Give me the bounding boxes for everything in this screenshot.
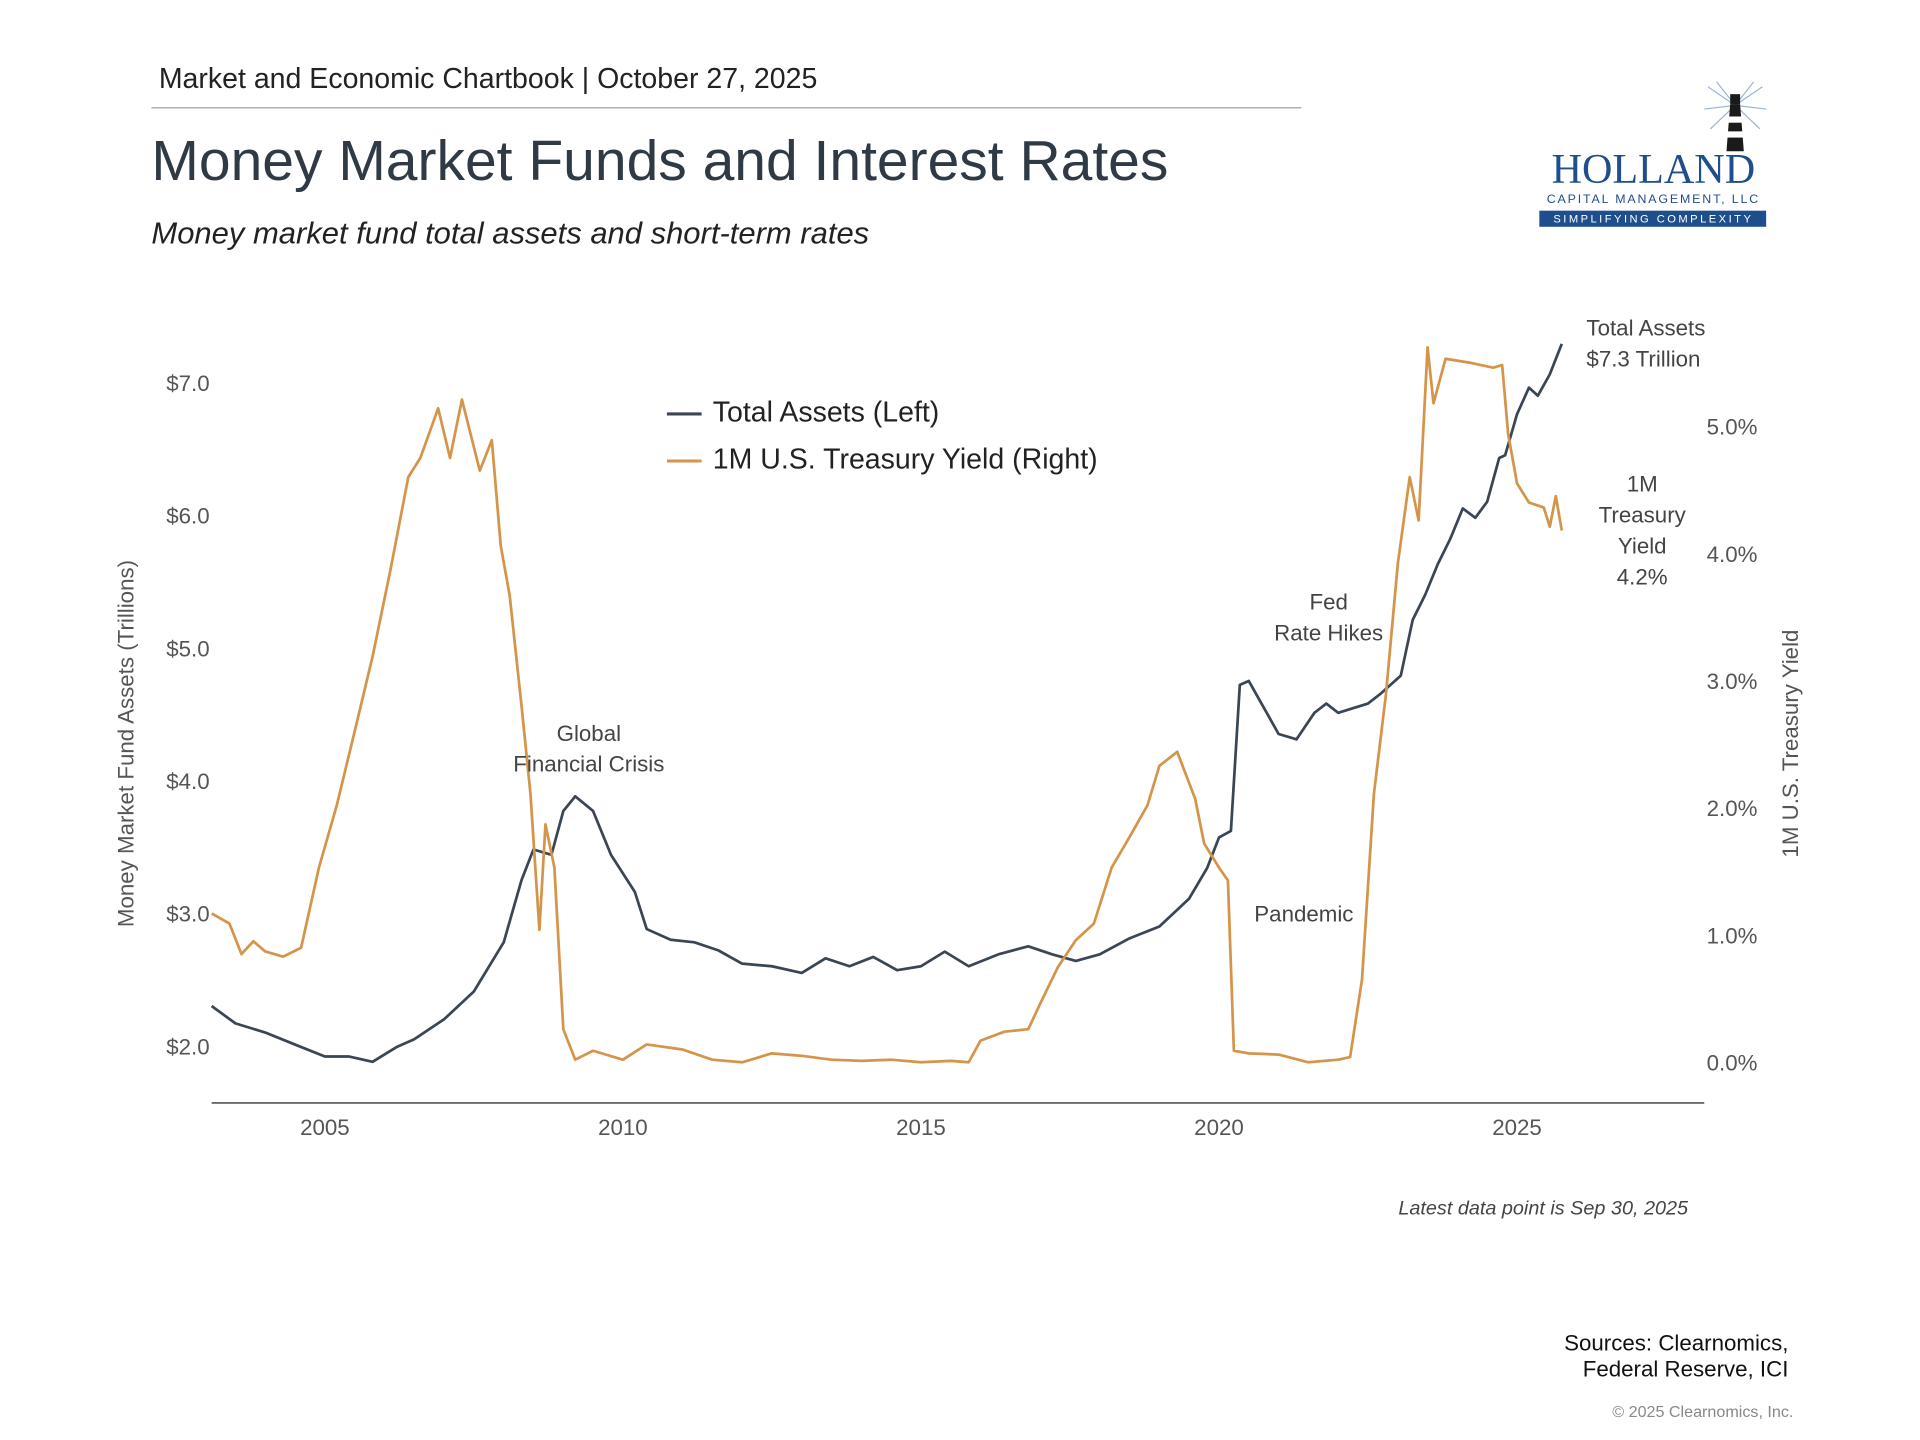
x-tick-label: 2025 — [1492, 1115, 1542, 1140]
y-tick-label: $4.0 — [166, 769, 209, 794]
sources: Sources: Clearnomics, — [1564, 1330, 1788, 1355]
lighthouse-stripe — [1727, 116, 1743, 123]
y2-tick-label: 0.0% — [1707, 1051, 1758, 1076]
legend-label: 1M U.S. Treasury Yield (Right) — [713, 444, 1098, 476]
title: Money Market Funds and Interest Rates — [151, 129, 1168, 193]
plot: 2005 2010 2015 2020 2025 $2.0 $3.0 $4.0 $5.0 $6.0… — [114, 316, 1803, 1140]
lighthouse-stripe — [1726, 131, 1744, 138]
series-line — [210, 343, 1564, 1064]
logo-tagline: SIMPLIFYING COMPLEXITY — [1553, 213, 1753, 225]
logo-line: CAPITAL MANAGEMENT, LLC — [1547, 192, 1760, 206]
y-tick-label: $3.0 — [166, 902, 209, 927]
y-tick-label: $2.0 — [166, 1034, 209, 1059]
lighthouse-tower — [1726, 104, 1744, 152]
annotation: Total Assets — [1586, 316, 1705, 341]
copyright: © 2025 Clearnomics, Inc. — [1612, 1403, 1793, 1421]
annotation: Pandemic — [1254, 902, 1353, 927]
annotation: Fed — [1309, 589, 1347, 614]
subtitle: Money market fund total assets and short… — [151, 216, 869, 251]
y2-tick-label: 5.0% — [1707, 415, 1758, 440]
kicker: Market and Economic Chartbook | October … — [159, 63, 818, 95]
data-note: Latest data point is Sep 30, 2025 — [1398, 1198, 1689, 1220]
annotation: 4.2% — [1617, 565, 1668, 590]
annotation: $7.3 Trillion — [1586, 347, 1700, 372]
logo-name: HOLLAND — [1552, 146, 1756, 193]
x-tick-label: 2010 — [598, 1115, 648, 1140]
legend-label: Total Assets (Left) — [713, 396, 940, 428]
logo-band — [1539, 210, 1767, 227]
y2-axis-label: 1M U.S. Treasury Yield — [1778, 630, 1803, 858]
y-tick-label: $5.0 — [166, 636, 209, 661]
y2-tick-label: 3.0% — [1707, 669, 1758, 694]
x-tick-label: 2020 — [1194, 1115, 1244, 1140]
annotation: Rate Hikes — [1274, 620, 1383, 645]
annotation: 1M — [1627, 472, 1658, 497]
x-tick-label: 2015 — [896, 1115, 946, 1140]
y-axis-label: Money Market Fund Assets (Trillions) — [114, 560, 139, 927]
series-line — [210, 345, 1564, 1064]
x-tick-label: 2005 — [300, 1115, 350, 1140]
annotation: Financial Crisis — [513, 752, 664, 777]
y-tick-label: $7.0 — [166, 371, 209, 396]
y2-tick-label: 1.0% — [1707, 923, 1758, 948]
annotation: Treasury — [1599, 503, 1687, 528]
annotation: Yield — [1618, 534, 1667, 559]
lighthouse-lamp — [1730, 94, 1741, 105]
y2-tick-label: 4.0% — [1707, 542, 1758, 567]
annotation: Global — [557, 721, 621, 746]
sources: Federal Reserve, ICI — [1583, 1356, 1789, 1381]
y-tick-label: $6.0 — [166, 504, 209, 529]
logo: HOLLAND CAPITAL MANAGEMENT, LLC SIMPLIFY… — [1539, 81, 1767, 227]
y2-tick-label: 2.0% — [1707, 796, 1758, 821]
